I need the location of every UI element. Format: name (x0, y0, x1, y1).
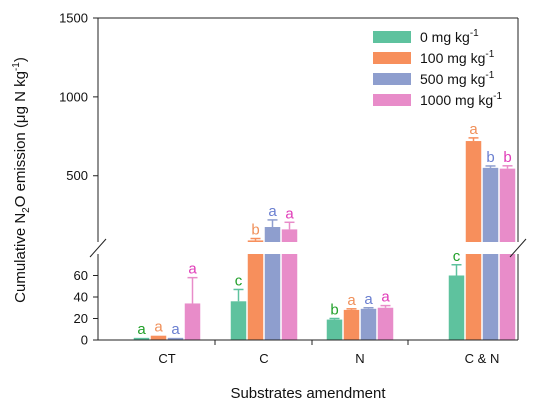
legend-label-text-s2: 500 mg kg (420, 71, 485, 87)
bar-s0-0 (133, 337, 150, 340)
significance-letter-s0-2: b (330, 302, 338, 319)
significance-letter-s0-3: c (453, 248, 461, 265)
y-axis-title-subscript: 2 (21, 207, 32, 213)
significance-letter-s2-0: a (171, 321, 180, 338)
legend-label-text-s1: 100 mg kg (420, 50, 485, 66)
legend-label-sup-s1: -1 (485, 49, 494, 60)
axis-break-gap (90, 242, 550, 254)
legend-label-text-s0: 0 mg kg (420, 29, 470, 45)
y-axis-title-part-1: Cumulative N (12, 213, 29, 303)
y-tick-label-upper-2: 1500 (59, 11, 88, 26)
bar-s2-0 (167, 337, 184, 340)
x-tick-label-3: C & N (465, 351, 500, 366)
significance-letter-s1-0: a (154, 319, 163, 336)
bar-s3-0 (184, 303, 201, 340)
legend-label-sup-s2: -1 (485, 70, 494, 81)
significance-letter-s1-1: b (251, 222, 259, 239)
x-tick-label-2: N (355, 351, 364, 366)
legend-label-s1: 100 mg kg-1 (420, 49, 495, 66)
bar-s1-1 (247, 240, 264, 340)
bar-s0-3 (448, 275, 465, 340)
x-axis-title: Substrates amendment (230, 385, 386, 402)
bars-layer (133, 137, 516, 340)
axes-layer (89, 17, 550, 345)
bar-s1-2 (343, 309, 360, 340)
significance-letter-s1-3: a (469, 121, 478, 138)
y-axis-title-part-2: O emission (μg N kg (12, 71, 29, 207)
bar-s3-1 (281, 229, 298, 340)
legend-label-s0: 0 mg kg-1 (420, 28, 479, 45)
bar-s2-1 (264, 227, 281, 340)
bar-s3-3 (499, 168, 516, 340)
legend-swatch-s1 (373, 52, 411, 64)
y-tick-label-lower-2: 40 (74, 290, 88, 305)
bar-s1-3 (465, 141, 482, 340)
bar-s2-2 (360, 308, 377, 340)
legend-label-text-s3: 1000 mg kg (420, 92, 493, 108)
legend-swatch-s2 (373, 73, 411, 85)
x-tick-label-1: C (259, 351, 268, 366)
significance-letter-s3-3: b (503, 149, 511, 166)
y-axis-title: Cumulative N2O emission (μg N kg-1) (11, 57, 32, 303)
y-tick-label-lower-1: 20 (74, 311, 88, 326)
significance-letter-s0-1: c (235, 272, 243, 289)
significance-letter-s0-0: a (137, 321, 146, 338)
axis-break-mark-left (89, 238, 107, 258)
legend-swatch-s0 (373, 31, 411, 43)
legend-label-s3: 1000 mg kg-1 (420, 91, 503, 108)
y-tick-label-upper-1: 1000 (59, 89, 88, 104)
significance-letter-s3-0: a (188, 261, 197, 278)
bar-s3-2 (377, 307, 394, 340)
x-tick-label-0: CT (158, 351, 175, 366)
significance-letter-s1-2: a (347, 292, 356, 309)
bar-s0-2 (326, 319, 343, 340)
bar-s1-0 (150, 335, 167, 340)
y-tick-label-lower-3: 60 (74, 268, 88, 283)
significance-letter-s2-3: b (486, 149, 494, 166)
legend-label-sup-s0: -1 (470, 28, 479, 39)
legend-label-s2: 500 mg kg-1 (420, 70, 495, 87)
y-tick-label-lower-0: 0 (81, 333, 88, 348)
axis-break-mark-right (509, 238, 527, 258)
y-axis-title-superscript: -1 (11, 62, 22, 71)
significance-letter-s2-1: a (268, 203, 277, 220)
legend-label-sup-s3: -1 (493, 91, 502, 102)
significance-letter-s2-2: a (364, 291, 373, 308)
y-tick-label-upper-0: 500 (66, 168, 88, 183)
bar-s0-1 (230, 301, 247, 340)
significance-letter-s3-2: a (381, 289, 390, 306)
significance-letter-s3-1: a (285, 205, 294, 222)
y-axis-title-part-3: ) (12, 57, 29, 62)
legend-swatch-s3 (373, 94, 411, 106)
